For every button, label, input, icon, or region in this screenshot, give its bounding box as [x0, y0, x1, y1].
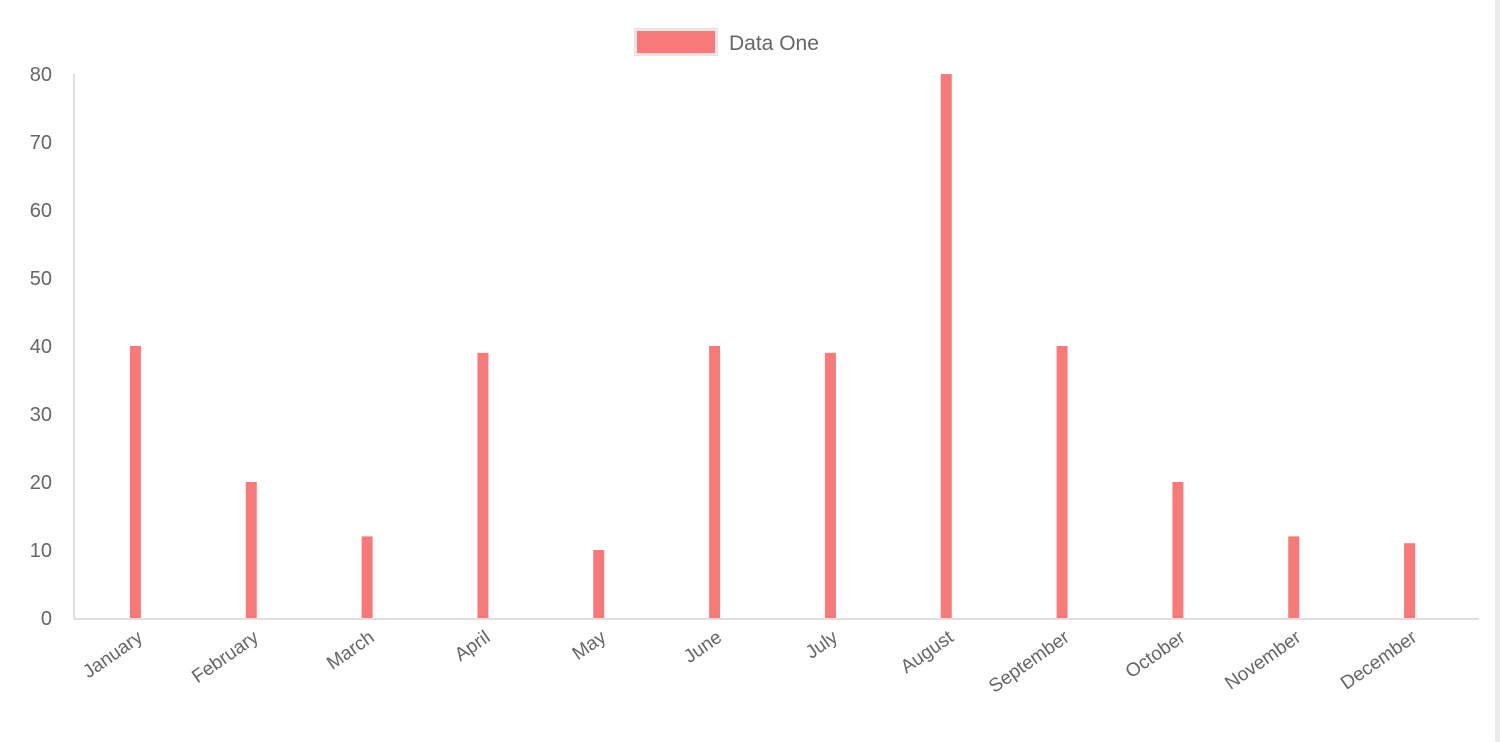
y-tick-label: 80 [30, 64, 52, 86]
bar-april[interactable] [477, 352, 489, 618]
x-tick-label: January [79, 627, 147, 683]
bar-july[interactable] [824, 352, 836, 618]
legend[interactable]: Data One [634, 28, 819, 56]
x-tick-label: September [985, 627, 1074, 698]
y-tick-label: 10 [30, 540, 52, 562]
y-tick-label: 30 [30, 404, 52, 426]
bar-may[interactable] [593, 550, 605, 618]
bar-february[interactable] [245, 482, 257, 618]
x-tick-label: May [569, 627, 611, 665]
y-tick-label: 40 [30, 336, 52, 358]
x-tick-label: July [802, 627, 842, 664]
legend-label: Data One [729, 32, 819, 55]
x-tick-label: December [1337, 627, 1421, 695]
bar-september[interactable] [1056, 346, 1068, 618]
x-tick-label: February [188, 627, 263, 688]
bar-december[interactable] [1404, 543, 1416, 618]
x-tick-label: October [1122, 627, 1190, 683]
x-tick-label: March [323, 627, 378, 674]
y-tick-label: 50 [30, 268, 52, 290]
scrollbar[interactable] [1495, 0, 1500, 742]
x-tick-label: August [897, 626, 958, 678]
y-tick-label: 60 [30, 200, 52, 222]
y-tick-label: 0 [41, 608, 52, 630]
x-tick-label: April [451, 627, 494, 666]
bar-august[interactable] [940, 74, 952, 618]
bar-june[interactable] [709, 346, 721, 618]
bar-november[interactable] [1288, 536, 1300, 618]
y-tick-label: 70 [30, 132, 52, 154]
y-tick-label: 20 [30, 472, 52, 494]
x-tick-label: November [1221, 627, 1305, 695]
x-tick-label: June [680, 627, 726, 668]
bar-march[interactable] [361, 536, 373, 618]
bar-october[interactable] [1172, 482, 1184, 618]
legend-swatch [637, 31, 715, 53]
bar-january[interactable] [129, 346, 141, 618]
